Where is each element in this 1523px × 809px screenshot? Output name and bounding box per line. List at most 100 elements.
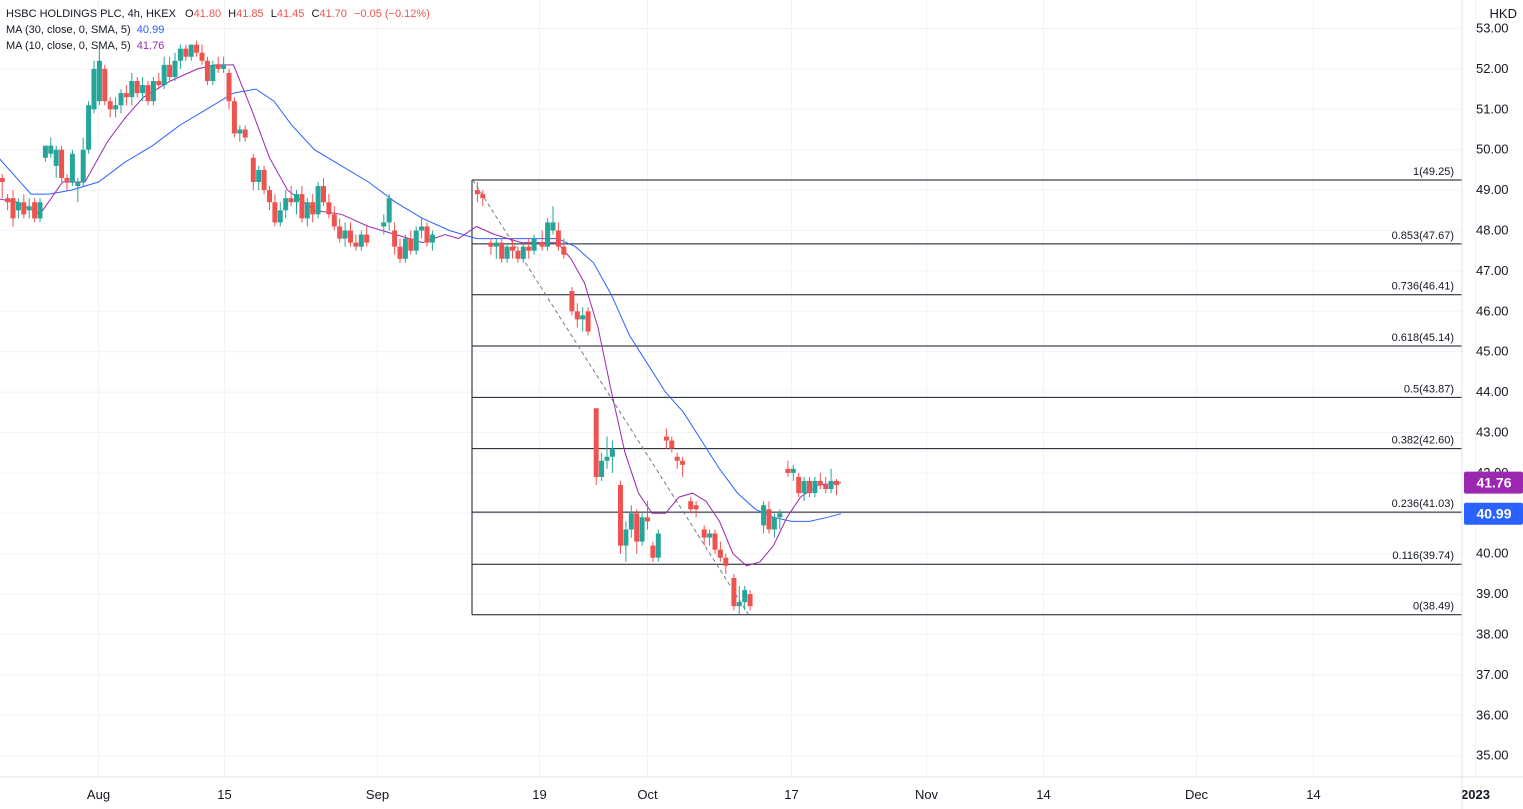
candle-body [493, 242, 499, 247]
candle-body [188, 44, 194, 57]
y-tick-label: 52.00 [1476, 61, 1509, 76]
candle-body [91, 68, 97, 110]
candle-body [150, 81, 156, 102]
candle [785, 460, 791, 477]
candle [342, 222, 348, 247]
candle-body [634, 513, 640, 542]
candle [267, 186, 272, 211]
candle [413, 226, 419, 255]
candle-body [288, 198, 294, 203]
candle-body [123, 93, 129, 98]
candle-body [348, 230, 353, 243]
candle-body [358, 234, 364, 247]
candle-body [680, 460, 686, 465]
candle-body [134, 81, 140, 94]
candle [680, 456, 686, 477]
candle [488, 238, 494, 255]
candle-body [64, 177, 70, 183]
x-tick-label: Sep [366, 787, 389, 802]
candle-body [294, 194, 299, 203]
chart-legend: HSBC HOLDINGS PLC, 4h, HKEX O41.80 H41.8… [6, 6, 434, 54]
candle-body [823, 485, 829, 490]
candle-body [172, 60, 178, 77]
candle-body [226, 72, 232, 102]
price-tag-bg [1464, 502, 1523, 525]
ma-fast-row[interactable]: MA (10, close, 0, SMA, 5) 41.76 [6, 38, 434, 54]
candle [634, 509, 640, 554]
ma-slow-row[interactable]: MA (30, close, 0, SMA, 5) 40.99 [6, 22, 434, 38]
candle [204, 56, 210, 86]
candle-body [761, 505, 767, 526]
ma-30-line [0, 88, 842, 522]
candle [618, 480, 623, 554]
candle [736, 586, 742, 615]
candle [504, 242, 510, 263]
candle-body [785, 468, 791, 473]
candle-body [408, 238, 414, 251]
currency-label[interactable]: HKD [1489, 6, 1517, 21]
candle-body [145, 85, 151, 102]
candle [32, 198, 38, 223]
x-tick-label: 2023 [1461, 787, 1490, 802]
candle [761, 501, 767, 534]
candle [118, 89, 124, 114]
y-tick-label: 44.00 [1476, 384, 1509, 399]
candle-body [693, 505, 699, 510]
candle-body [828, 480, 834, 490]
candle [669, 436, 675, 453]
candle-body [397, 246, 403, 259]
candle [37, 198, 43, 223]
candle-body [250, 157, 256, 183]
y-tick-label: 53.00 [1476, 21, 1509, 36]
fibonacci-retracement[interactable]: 1(49.25) 0.853(47.67) 0.736(46.41) 0.618(45… [471, 166, 1462, 616]
candle [555, 222, 561, 251]
y-tick-label: 36.00 [1476, 707, 1509, 722]
candle [10, 190, 16, 227]
candlesticks [0, 40, 839, 615]
candle [539, 230, 545, 251]
price-tag-text: 40.99 [1476, 506, 1511, 522]
candle-body [321, 186, 326, 203]
candle-body [48, 145, 54, 154]
candle [21, 194, 27, 219]
x-tick-label: Oct [637, 787, 658, 802]
candle [331, 206, 337, 231]
candle [561, 238, 567, 259]
candle [823, 476, 829, 494]
candle [0, 173, 5, 199]
candle [80, 137, 86, 187]
y-tick-label: 51.00 [1476, 101, 1509, 116]
ohlc-low-key: L [270, 8, 277, 20]
price-tag-text: 41.76 [1476, 475, 1511, 491]
candle-body [474, 190, 480, 195]
candle-body [545, 222, 551, 247]
candle-body [777, 513, 783, 518]
candle [310, 194, 316, 223]
candle-body [353, 242, 359, 247]
candle-body [499, 242, 505, 259]
candle [215, 56, 221, 73]
candle-body [688, 501, 694, 510]
candle [26, 198, 32, 219]
candle-body [413, 230, 419, 251]
candle-body [326, 202, 332, 215]
candle-body [585, 311, 591, 332]
candle [655, 529, 661, 562]
symbol-row: HSBC HOLDINGS PLC, 4h, HKEX O41.80 H41.8… [6, 6, 434, 22]
candle [294, 190, 299, 215]
candle [693, 501, 699, 518]
y-tick-label: 49.00 [1476, 182, 1509, 197]
candle [712, 529, 718, 554]
candle [424, 222, 430, 247]
candle [766, 501, 772, 534]
candle-body [593, 408, 599, 477]
candle-body [574, 311, 580, 320]
y-tick-label: 50.00 [1476, 142, 1509, 157]
candle [599, 452, 605, 481]
candle-body [599, 460, 605, 477]
candle-body [723, 557, 729, 566]
x-tick-label: 19 [532, 787, 546, 802]
fib-level-label: 1(49.25) [1413, 166, 1454, 178]
candle [156, 72, 162, 90]
